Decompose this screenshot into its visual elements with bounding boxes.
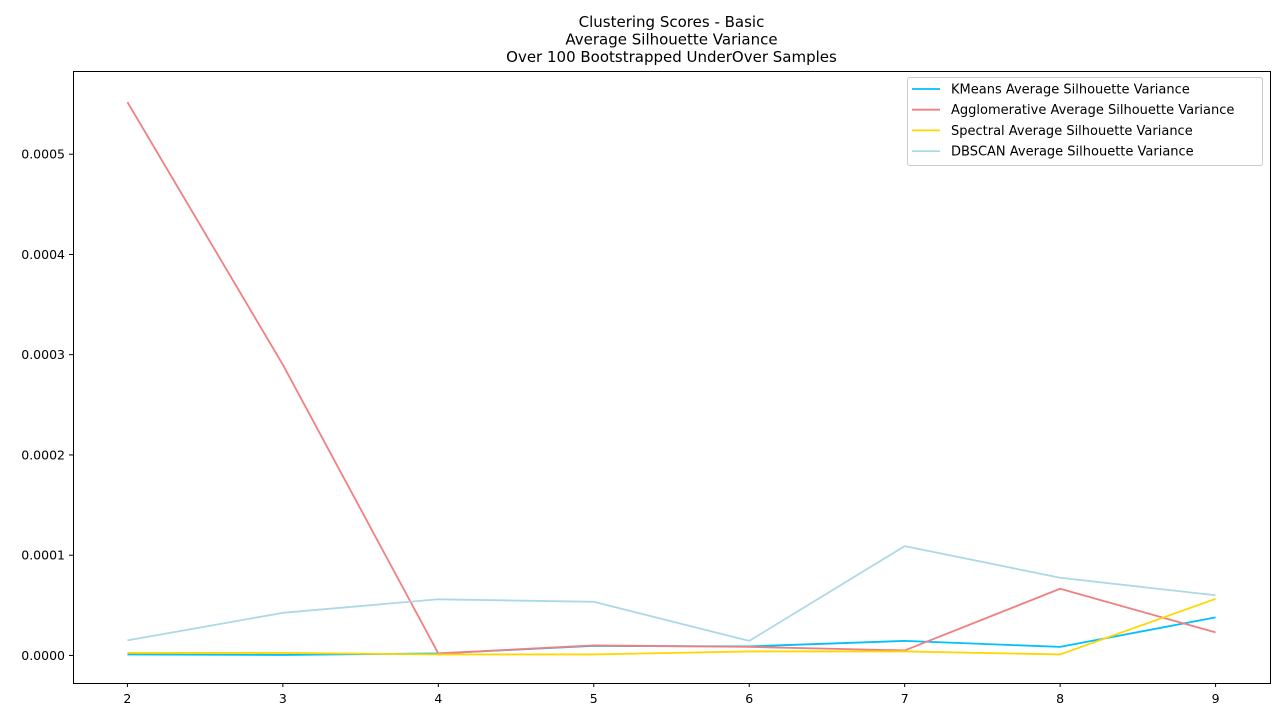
y-tick-label: 0.0005: [21, 147, 65, 162]
series-line-dbscan: [127, 545, 1216, 642]
title-line-2: Average Silhouette Variance: [565, 31, 777, 49]
title-line-3: Over 100 Bootstrapped UnderOver Samples: [506, 48, 837, 66]
legend-box: [907, 77, 1263, 166]
title-line-1: Clustering Scores - Basic: [579, 13, 765, 31]
series-lines: [126, 101, 1216, 656]
legend-label: KMeans Average Silhouette Variance: [951, 83, 1190, 98]
y-tick-label: 0.0002: [21, 447, 65, 462]
x-tick-label: 6: [745, 691, 753, 706]
y-tick-label: 0.0003: [21, 347, 65, 362]
y-axis: 0.0000 0.0001 0.0002 0.0003 0.0004 0.0005: [21, 147, 73, 663]
x-tick-label: 5: [590, 691, 598, 706]
legend-label: DBSCAN Average Silhouette Variance: [951, 145, 1194, 160]
x-tick-label: 2: [123, 691, 131, 706]
x-tick-label: 9: [1212, 691, 1220, 706]
x-tick-label: 8: [1056, 691, 1064, 706]
y-tick-label: 0.0000: [21, 648, 65, 663]
series-line-kmeans: [127, 616, 1216, 656]
y-tick-label: 0.0001: [21, 548, 65, 563]
legend-label: Spectral Average Silhouette Variance: [951, 124, 1193, 139]
legend: KMeans Average Silhouette Variance Agglom…: [907, 77, 1263, 166]
x-tick-label: 7: [901, 691, 909, 706]
legend-label: Agglomerative Average Silhouette Varianc…: [951, 103, 1234, 118]
plot-area-frame: [73, 71, 1271, 684]
x-axis: 2 3 4 5 6 7 8 9: [123, 683, 1220, 706]
x-tick-label: 4: [434, 691, 442, 706]
x-tick-label: 3: [279, 691, 287, 706]
series-line-spectral: [127, 597, 1216, 656]
y-tick-label: 0.0004: [21, 247, 65, 262]
series-line-agglomerative: [126, 101, 1216, 655]
